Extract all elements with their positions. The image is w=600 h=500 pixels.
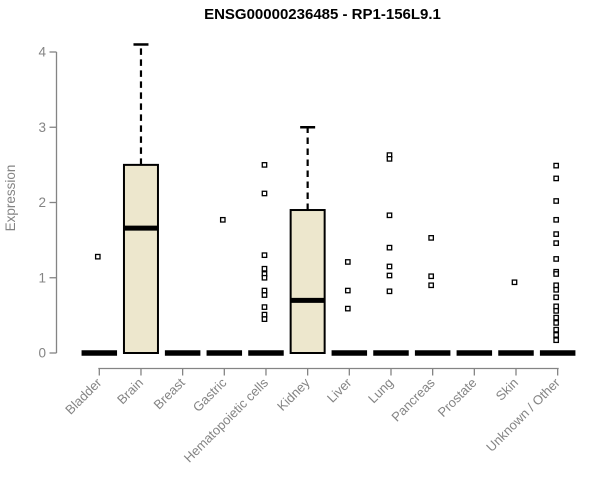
outlier-point xyxy=(553,271,560,277)
zero-median-bar xyxy=(373,350,409,356)
y-tick-label: 2 xyxy=(38,195,46,210)
outlier-point xyxy=(553,326,560,333)
x-category-label: Bladder xyxy=(62,375,105,418)
outlier-point xyxy=(553,216,560,223)
y-tick-label: 4 xyxy=(38,45,46,60)
outlier-point xyxy=(553,256,560,262)
x-category-label: Breast xyxy=(151,375,188,412)
y-tick-label: 3 xyxy=(38,120,46,135)
y-tick-label: 1 xyxy=(38,270,46,285)
outlier-point xyxy=(553,198,560,204)
outlier-point xyxy=(553,282,560,289)
outlier-point xyxy=(386,212,393,219)
outlier-point xyxy=(261,190,268,197)
x-category-label: Pancreas xyxy=(388,375,438,425)
x-category-label: Gastric xyxy=(190,375,230,415)
outlier-point xyxy=(344,287,351,294)
outlier-point xyxy=(553,314,560,321)
outlier-point xyxy=(553,320,560,326)
outlier-point xyxy=(428,235,435,241)
zero-median-bar xyxy=(164,350,201,356)
y-axis-label: Expression xyxy=(3,165,18,232)
outlier-point xyxy=(553,308,560,314)
chart-title: ENSG00000236485 - RP1-156L9.1 xyxy=(204,6,441,23)
outlier-point xyxy=(553,332,560,338)
zero-median-bar xyxy=(498,350,534,356)
outlier-point xyxy=(553,303,560,310)
outlier-point xyxy=(261,252,268,259)
outlier-point xyxy=(428,282,435,289)
zero-median-bar xyxy=(248,350,284,356)
zero-median-bar xyxy=(456,350,493,356)
x-category-label: Prostate xyxy=(435,375,480,420)
x-category-label: Lung xyxy=(365,375,396,406)
outlier-point xyxy=(386,288,393,295)
outlier-point xyxy=(344,305,351,312)
outlier-point xyxy=(261,274,268,281)
outlier-point xyxy=(344,259,351,265)
outlier-point xyxy=(219,216,226,223)
zero-median-bar xyxy=(414,350,451,356)
x-category-label: Skin xyxy=(493,375,521,403)
box-iqr xyxy=(289,209,326,354)
x-category-label: Brain xyxy=(114,375,146,407)
zero-median-bar xyxy=(539,350,576,356)
outlier-point xyxy=(261,292,268,298)
outlier-point xyxy=(261,304,268,310)
outlier-point xyxy=(428,273,435,280)
outlier-point xyxy=(261,265,268,272)
x-category-label: Liver xyxy=(324,375,355,406)
outlier-point xyxy=(94,253,101,260)
outlier-point xyxy=(553,162,560,169)
outlier-point xyxy=(553,294,560,301)
outlier-point xyxy=(553,231,560,237)
y-tick-label: 0 xyxy=(38,346,46,361)
outlier-point xyxy=(261,316,268,322)
outlier-point xyxy=(261,287,268,294)
outlier-point xyxy=(386,156,393,162)
box-iqr xyxy=(122,163,159,354)
outlier-point xyxy=(261,311,268,318)
outlier-point xyxy=(261,162,268,168)
outlier-point xyxy=(553,240,560,246)
zero-median-bar xyxy=(331,350,368,356)
outlier-point xyxy=(553,337,560,344)
x-category-label: Unknown / Other xyxy=(483,375,563,455)
outlier-point xyxy=(386,244,393,251)
zero-median-bar xyxy=(206,350,243,356)
outlier-point xyxy=(553,175,560,182)
zero-median-bar xyxy=(81,350,118,356)
x-category-label: Kidney xyxy=(274,375,313,414)
outlier-point xyxy=(386,263,393,270)
outlier-point xyxy=(553,286,560,293)
outlier-point xyxy=(386,272,393,279)
outlier-point xyxy=(511,279,518,286)
